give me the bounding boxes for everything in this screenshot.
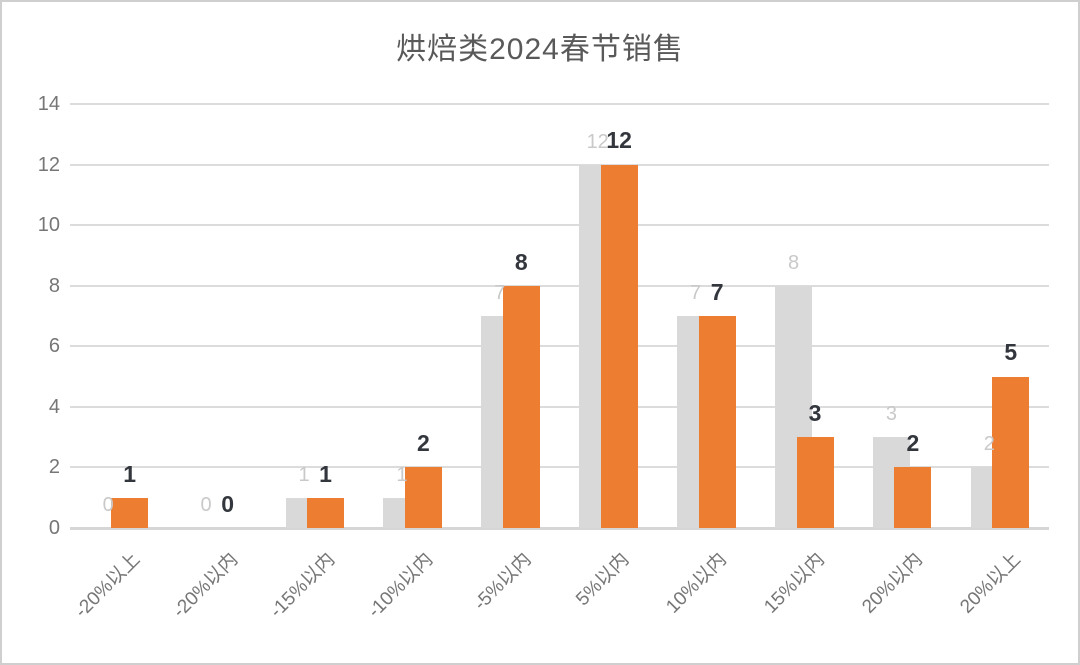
data-label-orange-series: 5 xyxy=(1004,339,1018,366)
y-tick-label: 8 xyxy=(48,274,60,297)
gridline xyxy=(70,284,1049,287)
x-category-label: 20%以上 xyxy=(956,549,1025,618)
data-label-orange-series: 8 xyxy=(514,248,528,275)
x-category-label: -20%以上 xyxy=(70,549,144,623)
gridline xyxy=(70,163,1049,166)
x-category-label: 10%以内 xyxy=(662,549,732,618)
data-label-orange-series: 2 xyxy=(906,430,920,457)
data-label-gray-series: 1 xyxy=(396,463,408,486)
x-category-label: 5%以内 xyxy=(572,549,634,611)
y-tick-label: 4 xyxy=(48,395,60,418)
bar-orange-series xyxy=(894,467,932,528)
data-label-orange-series: 1 xyxy=(319,460,332,487)
data-label-gray-series: 2 xyxy=(983,433,995,456)
bar-orange-series xyxy=(796,437,834,528)
bar-orange-series xyxy=(600,164,638,528)
data-label-gray-series: 8 xyxy=(787,251,800,274)
x-category-label: -5%以内 xyxy=(469,549,536,615)
x-category-label: -20%以内 xyxy=(168,549,242,623)
data-label-orange-series: 0 xyxy=(221,490,234,517)
x-category-label: -10%以内 xyxy=(364,549,438,623)
y-tick-label: 6 xyxy=(48,335,60,358)
x-category-label: 20%以内 xyxy=(858,549,928,618)
data-label-gray-series: 7 xyxy=(494,282,506,304)
gridline xyxy=(70,526,1049,530)
gridline xyxy=(70,103,1049,105)
gridline xyxy=(70,224,1049,227)
bar-orange-series xyxy=(992,376,1030,528)
y-tick-label: 0 xyxy=(48,517,60,539)
y-tick-label: 2 xyxy=(48,456,60,479)
y-tick-label: 14 xyxy=(37,93,60,115)
data-label-orange-series: 1 xyxy=(123,460,137,487)
data-label-gray-series: 7 xyxy=(690,282,702,304)
x-category-label: -15%以内 xyxy=(266,549,340,623)
gridline xyxy=(70,466,1049,469)
bar-orange-series xyxy=(404,467,442,528)
bar-orange-series xyxy=(698,316,736,528)
data-label-orange-series: 2 xyxy=(416,430,430,457)
bar-orange-series xyxy=(307,497,344,528)
data-label-orange-series: 3 xyxy=(808,400,822,427)
y-tick-label: 12 xyxy=(37,153,60,176)
gridline xyxy=(70,405,1049,408)
x-category-label: 15%以内 xyxy=(760,549,830,618)
bar-orange-series xyxy=(111,497,149,528)
data-label-gray-series: 12 xyxy=(586,130,609,153)
chart-title: 烘焙类2024春节销售 xyxy=(396,33,684,66)
data-label-orange-series: 12 xyxy=(606,127,632,154)
data-label-gray-series: 0 xyxy=(102,494,114,516)
gridline xyxy=(70,345,1049,348)
data-label-gray-series: 1 xyxy=(298,463,310,486)
bar-orange-series xyxy=(502,285,540,528)
data-label-orange-series: 7 xyxy=(710,278,724,305)
data-label-gray-series: 3 xyxy=(885,403,897,426)
y-tick-label: 10 xyxy=(37,214,60,237)
data-label-gray-series: 0 xyxy=(200,494,212,516)
